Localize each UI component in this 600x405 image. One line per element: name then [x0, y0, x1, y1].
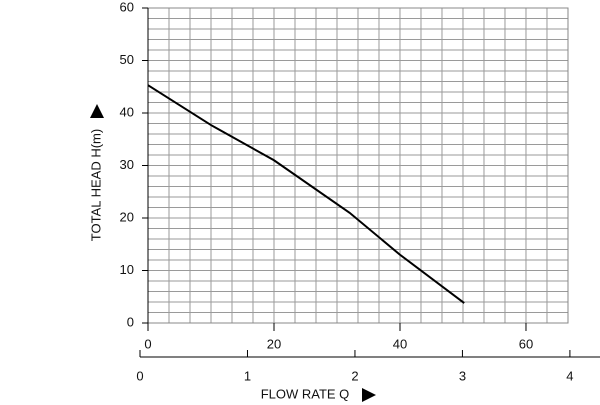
x2-tick-label: 2 — [351, 368, 358, 383]
x-arrow — [362, 388, 376, 402]
x2-tick-label: 0 — [136, 368, 143, 383]
x-tick-label: 40 — [393, 336, 407, 351]
y-tick-label: 20 — [120, 209, 134, 224]
y-tick-label: 10 — [120, 262, 134, 277]
y-arrow — [90, 104, 104, 118]
x-tick-label: 60 — [519, 336, 533, 351]
line — [147, 84, 465, 304]
y-tick-label: 0 — [127, 314, 134, 329]
x2-tick-label: 4 — [566, 368, 573, 383]
x-tick-label: 20 — [267, 336, 281, 351]
y-axis-label: TOTAL HEAD H(m) — [88, 129, 103, 241]
y-tick-label: 30 — [120, 157, 134, 172]
y-tick-label: 60 — [120, 0, 134, 14]
x-axis-label: FLOW RATE Q — [261, 386, 350, 401]
x-tick-label: 0 — [144, 336, 151, 351]
x2-tick-label: 3 — [459, 368, 466, 383]
y-tick-label: 40 — [120, 104, 134, 119]
y-tick-label: 50 — [120, 52, 134, 67]
x2-tick-label: 1 — [244, 368, 251, 383]
